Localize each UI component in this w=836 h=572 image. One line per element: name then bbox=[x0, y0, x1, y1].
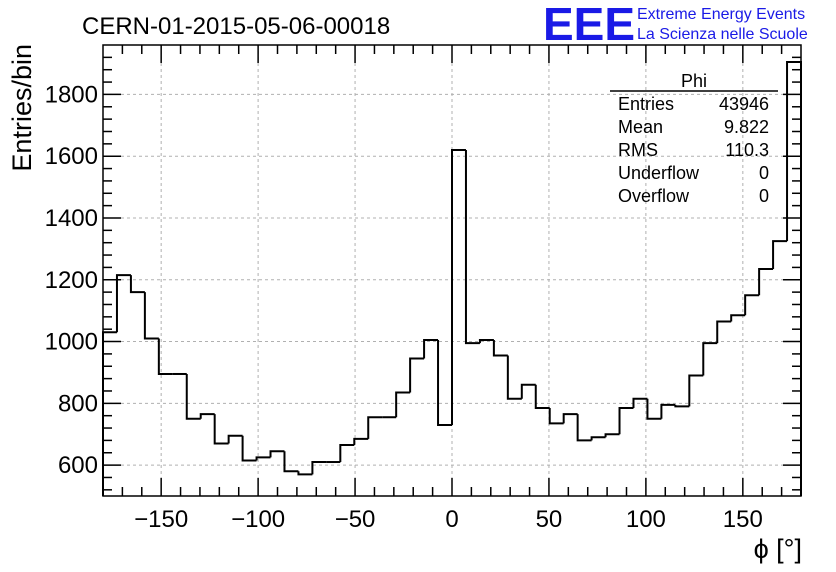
stats-row-label: Overflow bbox=[618, 186, 690, 206]
stats-row-value: 110.3 bbox=[725, 140, 769, 160]
histogram-bin bbox=[283, 451, 299, 473]
histogram-bin bbox=[102, 331, 117, 496]
stats-row-label: Mean bbox=[618, 117, 663, 137]
stats-row-value: 43946 bbox=[719, 94, 769, 114]
x-tick-label: −100 bbox=[231, 506, 285, 533]
histogram-bin bbox=[297, 471, 313, 476]
x-tick-label: −150 bbox=[134, 506, 188, 533]
x-tick-label: 50 bbox=[536, 506, 563, 533]
histogram-bin bbox=[744, 294, 760, 316]
histogram-bin bbox=[618, 406, 634, 435]
x-tick-label: −50 bbox=[335, 506, 376, 533]
histogram-bin bbox=[115, 274, 131, 333]
histogram-bin bbox=[786, 60, 802, 496]
histogram-bin bbox=[199, 413, 215, 419]
stats-rows: Entries 43946 Mean 9.822 RMS 110.3 Underflow 0 O… bbox=[618, 94, 769, 206]
stats-row-label: Underflow bbox=[618, 163, 700, 183]
stats-row-value: 9.822 bbox=[724, 117, 769, 137]
y-tick-label: 1600 bbox=[45, 143, 98, 170]
stats-row-value: 0 bbox=[759, 186, 769, 206]
histogram-bin bbox=[213, 414, 229, 445]
histogram-bin bbox=[688, 374, 704, 407]
histogram-bin bbox=[255, 456, 271, 461]
y-tick-labels: 600 800 1000 1200 1400 1600 1800 bbox=[45, 81, 98, 479]
stats-row-label: RMS bbox=[618, 140, 658, 160]
histogram-bin bbox=[409, 357, 425, 393]
histogram-bin bbox=[143, 292, 159, 340]
histogram-bin bbox=[646, 398, 662, 420]
histogram-bin bbox=[730, 314, 746, 322]
histogram-bin bbox=[772, 240, 788, 269]
histogram-bin bbox=[339, 444, 355, 463]
histogram-bin bbox=[451, 149, 466, 425]
histogram-bin bbox=[464, 150, 480, 345]
histogram-bin bbox=[353, 437, 369, 446]
y-tick-label: 1000 bbox=[45, 329, 98, 356]
x-tick-labels: −150 −100 −50 0 50 100 150 bbox=[134, 506, 763, 533]
histogram-bin bbox=[437, 340, 452, 426]
histogram-bin bbox=[311, 461, 327, 475]
logo-line-2: La Scienza nelle Scuole bbox=[637, 26, 808, 43]
histogram-bin bbox=[520, 383, 536, 399]
histogram-bin bbox=[185, 373, 201, 420]
histogram-bin bbox=[269, 450, 285, 458]
histogram-bin bbox=[367, 416, 383, 439]
histogram-bin bbox=[227, 434, 243, 444]
x-tick-label: 100 bbox=[626, 506, 666, 533]
x-tick-label: 0 bbox=[445, 506, 458, 533]
histogram-bin bbox=[492, 340, 508, 357]
stats-box: Phi Entries 43946 Mean 9.822 RMS 110.3 Underfl… bbox=[610, 71, 778, 206]
eee-logo: EEE Extreme Energy Events La Scienza nel… bbox=[543, 0, 808, 50]
stats-title: Phi bbox=[681, 71, 707, 91]
histogram-bin bbox=[562, 413, 578, 424]
axis-ticks bbox=[103, 45, 801, 496]
histogram-bin bbox=[548, 407, 564, 425]
y-tick-label: 600 bbox=[58, 452, 98, 479]
x-axis-label: ϕ [°] bbox=[754, 534, 802, 564]
y-tick-label: 1800 bbox=[45, 81, 98, 108]
y-tick-label: 800 bbox=[58, 390, 98, 417]
histogram-bin bbox=[241, 435, 257, 462]
histogram-bin bbox=[716, 320, 732, 344]
histogram-bin bbox=[660, 403, 676, 419]
x-tick-label: 150 bbox=[723, 506, 763, 533]
histogram-bin bbox=[674, 404, 690, 408]
logo-mark: EEE bbox=[543, 0, 635, 50]
y-axis-label: Entries/bin bbox=[7, 44, 37, 172]
histogram-bin bbox=[157, 338, 173, 375]
stats-row-label: Entries bbox=[618, 94, 674, 114]
histogram-bin bbox=[758, 267, 774, 296]
histogram-bin bbox=[129, 275, 145, 294]
histogram-bin bbox=[506, 355, 522, 400]
histogram-bin bbox=[534, 384, 550, 409]
histogram-bin bbox=[576, 414, 592, 442]
histogram-bin bbox=[395, 391, 411, 418]
y-tick-label: 1200 bbox=[45, 267, 98, 294]
logo-line-1: Extreme Energy Events bbox=[637, 6, 805, 23]
stats-row-value: 0 bbox=[759, 163, 769, 183]
histogram-bin bbox=[478, 339, 494, 344]
plot-frame bbox=[102, 44, 802, 497]
chart-title: CERN-01-2015-05-06-00018 bbox=[82, 13, 390, 40]
histogram-bin bbox=[423, 339, 439, 359]
y-tick-label: 1400 bbox=[45, 205, 98, 232]
histogram-bin bbox=[702, 342, 718, 376]
histogram-bin bbox=[632, 397, 648, 408]
histogram-bin bbox=[590, 436, 606, 441]
histogram-bin bbox=[604, 433, 620, 438]
